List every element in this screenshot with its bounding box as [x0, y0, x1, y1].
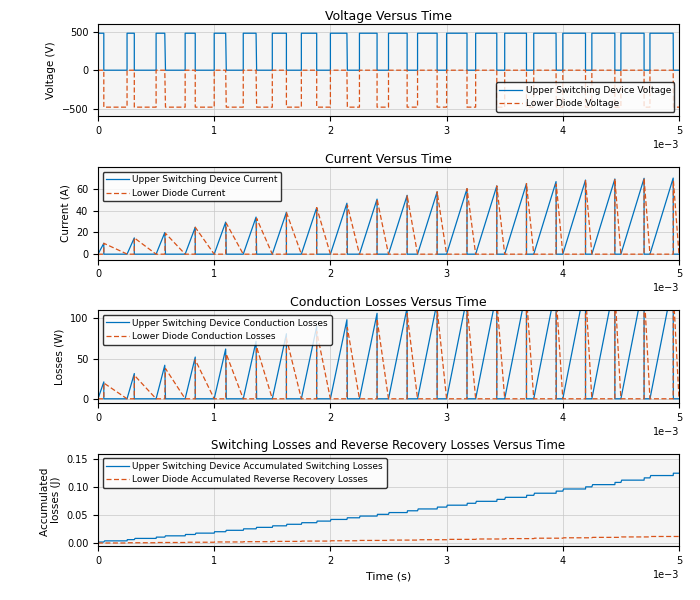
Lower Diode Voltage [286, 104, 295, 111]
Line: Lower Diode Current: Lower Diode Current [98, 178, 679, 254]
Lower Diode Accumulated Reverse Recovery Losses [463, 536, 472, 543]
Upper Switching Device Conduction Losses [286, 395, 294, 403]
Lower Diode Current [463, 192, 472, 199]
Upper Switching Device Conduction Losses [545, 317, 553, 325]
Lower Diode Conduction Losses [463, 310, 472, 317]
Lower Diode Current [277, 251, 286, 258]
Upper Switching Device Voltage [484, 29, 492, 37]
Lower Diode Accumulated Reverse Recovery Losses [545, 535, 553, 542]
Lower Diode Accumulated Reverse Recovery Losses [277, 538, 286, 545]
Lower Diode Current [224, 223, 232, 230]
Y-axis label: Accumulated 
losses (J): Accumulated losses (J) [40, 464, 61, 536]
Lower Diode Conduction Losses [224, 355, 232, 362]
Upper Switching Device Accumulated Switching Losses [277, 522, 286, 529]
Lower Diode Voltage [546, 67, 554, 74]
Upper Switching Device Current [675, 251, 683, 258]
Upper Switching Device Voltage [277, 29, 286, 37]
X-axis label: Time (s): Time (s) [366, 571, 411, 581]
Lower Diode Voltage [225, 104, 233, 111]
Legend: Upper Switching Device Voltage, Lower Diode Voltage: Upper Switching Device Voltage, Lower Di… [496, 82, 675, 112]
Lower Diode Current [94, 251, 102, 258]
Upper Switching Device Conduction Losses [669, 277, 678, 284]
Upper Switching Device Current [277, 224, 286, 232]
Lower Diode Accumulated Reverse Recovery Losses [224, 538, 232, 545]
Lower Diode Conduction Losses [277, 395, 286, 403]
Upper Switching Device Accumulated Switching Losses [669, 470, 678, 477]
Line: Upper Switching Device Accumulated Switching Losses: Upper Switching Device Accumulated Switc… [98, 473, 679, 543]
Upper Switching Device Voltage [675, 67, 683, 74]
Lower Diode Conduction Losses [675, 395, 683, 403]
Lower Diode Voltage [675, 104, 683, 111]
Upper Switching Device Conduction Losses [483, 337, 491, 344]
Title: Switching Losses and Reverse Recovery Losses Versus Time: Switching Losses and Reverse Recovery Lo… [211, 439, 566, 452]
Lower Diode Current [286, 219, 294, 226]
Upper Switching Device Voltage [286, 67, 295, 74]
Lower Diode Conduction Losses [483, 395, 491, 403]
Line: Lower Diode Voltage: Lower Diode Voltage [98, 70, 679, 107]
Line: Upper Switching Device Voltage: Upper Switching Device Voltage [98, 33, 679, 70]
Upper Switching Device Accumulated Switching Losses [463, 500, 472, 507]
Line: Upper Switching Device Current: Upper Switching Device Current [98, 178, 679, 254]
Title: Conduction Losses Versus Time: Conduction Losses Versus Time [290, 296, 486, 309]
Lower Diode Voltage [99, 104, 108, 111]
Line: Lower Diode Accumulated Reverse Recovery Losses: Lower Diode Accumulated Reverse Recovery… [98, 536, 679, 543]
Upper Switching Device Accumulated Switching Losses [483, 498, 491, 505]
Lower Diode Current [640, 175, 648, 182]
Lower Diode Current [675, 251, 683, 258]
Line: Upper Switching Device Conduction Losses: Upper Switching Device Conduction Losses [98, 281, 679, 399]
Upper Switching Device Accumulated Switching Losses [94, 539, 102, 547]
Upper Switching Device Accumulated Switching Losses [675, 470, 683, 477]
Lower Diode Current [545, 251, 553, 258]
Upper Switching Device Current [286, 251, 294, 258]
Upper Switching Device Current [669, 175, 678, 182]
Upper Switching Device Current [224, 251, 232, 258]
Lower Diode Accumulated Reverse Recovery Losses [286, 538, 294, 545]
Lower Diode Accumulated Reverse Recovery Losses [675, 533, 683, 540]
Legend: Upper Switching Device Accumulated Switching Losses, Lower Diode Accumulated Rev: Upper Switching Device Accumulated Switc… [102, 458, 386, 488]
Lower Diode Conduction Losses [545, 395, 553, 403]
Upper Switching Device Voltage [99, 67, 108, 74]
Y-axis label: Losses (W): Losses (W) [55, 328, 64, 385]
Upper Switching Device Voltage [225, 67, 233, 74]
Upper Switching Device Voltage [546, 29, 554, 37]
Upper Switching Device Accumulated Switching Losses [286, 521, 294, 528]
Upper Switching Device Voltage [94, 29, 102, 37]
Lower Diode Voltage [277, 67, 286, 74]
Lower Diode Current [483, 251, 491, 258]
Lower Diode Voltage [94, 67, 102, 74]
Upper Switching Device Conduction Losses [94, 395, 102, 403]
Upper Switching Device Conduction Losses [675, 395, 683, 403]
Legend: Upper Switching Device Current, Lower Diode Current: Upper Switching Device Current, Lower Di… [102, 172, 281, 202]
Upper Switching Device Conduction Losses [463, 395, 472, 403]
Upper Switching Device Accumulated Switching Losses [224, 527, 232, 534]
Title: Current Versus Time: Current Versus Time [325, 153, 452, 166]
Y-axis label: Current (A): Current (A) [60, 184, 70, 242]
Lower Diode Voltage [464, 104, 473, 111]
Lower Diode Voltage [484, 67, 492, 74]
Lower Diode Conduction Losses [286, 349, 294, 356]
Y-axis label: Voltage (V): Voltage (V) [46, 41, 56, 99]
Upper Switching Device Current [94, 251, 102, 258]
Lower Diode Accumulated Reverse Recovery Losses [483, 535, 491, 542]
Line: Lower Diode Conduction Losses: Lower Diode Conduction Losses [98, 289, 679, 399]
Legend: Upper Switching Device Conduction Losses, Lower Diode Conduction Losses: Upper Switching Device Conduction Losses… [102, 315, 332, 344]
Upper Switching Device Voltage [464, 67, 473, 74]
Upper Switching Device Current [483, 213, 491, 220]
Title: Voltage Versus Time: Voltage Versus Time [325, 10, 452, 23]
Upper Switching Device Current [463, 251, 472, 258]
Lower Diode Conduction Losses [94, 395, 102, 403]
Upper Switching Device Accumulated Switching Losses [545, 490, 553, 497]
Lower Diode Accumulated Reverse Recovery Losses [94, 539, 102, 547]
Lower Diode Accumulated Reverse Recovery Losses [647, 533, 655, 540]
Upper Switching Device Current [545, 200, 553, 208]
Lower Diode Conduction Losses [640, 285, 648, 292]
Upper Switching Device Conduction Losses [277, 355, 286, 362]
Upper Switching Device Conduction Losses [224, 395, 232, 403]
